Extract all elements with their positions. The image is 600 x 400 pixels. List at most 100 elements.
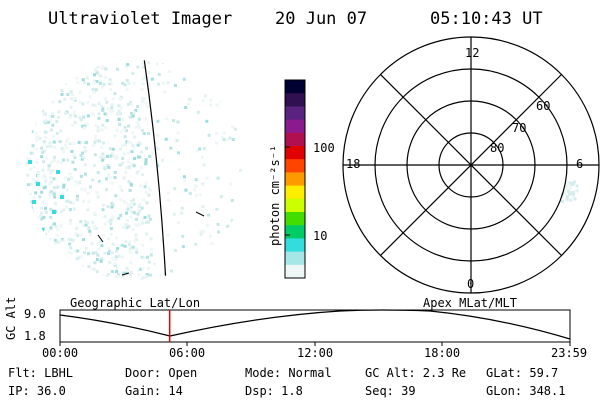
speckle [173,83,177,87]
speckle [121,225,125,229]
speckle [144,101,148,105]
speckle [74,249,78,253]
speckle [41,88,45,92]
speckle [176,131,180,135]
speckle [134,217,138,221]
speckle [58,281,61,284]
speckle [53,186,57,190]
speckle [52,158,56,162]
speckle [45,241,49,245]
polar-speckle [564,183,568,187]
speckle [106,107,110,111]
speckle [236,108,240,112]
speckle [95,67,99,71]
speckle [56,61,60,65]
speckle [114,255,118,259]
speckle [143,117,147,121]
speckle [65,267,69,271]
speckle [30,200,34,204]
speckle [168,69,172,73]
speckle [78,115,82,119]
speckle [41,68,45,72]
speckle [39,206,43,210]
speckle [123,83,127,87]
date-label: 20 Jun 07 [275,9,368,29]
polar-plot [342,36,600,294]
speckle [101,158,105,162]
speckle-bright [32,200,36,204]
timeline-panel [59,309,571,346]
speckle [227,103,231,107]
info-mode: Mode: Normal [245,366,332,380]
speckle [83,149,87,153]
speckle [128,115,132,119]
speckle [215,207,219,211]
speckle [100,279,104,280]
speckle [26,115,30,119]
speckle [194,178,198,182]
speckle [42,120,46,124]
speckle-bright [60,195,64,199]
speckle [113,134,117,138]
speckle [124,201,128,205]
speckle [200,155,204,159]
speckle [29,67,33,71]
speckle [131,228,135,232]
speckle [80,157,84,161]
speckle [105,113,109,117]
speckle [62,256,66,260]
speckle [79,282,82,285]
speckle [113,176,117,180]
speckle [54,241,58,245]
colorbar-tick-10: 10 [313,229,328,243]
polar-speckle [560,199,564,203]
speckle [97,60,101,62]
speckle [80,275,84,279]
speckle [125,79,129,83]
speckle [41,78,45,82]
speckle [53,261,57,265]
speckle [184,105,188,109]
speckle [124,142,128,146]
speckle [225,138,229,142]
speckle [199,232,203,236]
coast-mark [97,234,104,243]
speckle [140,96,144,100]
speckle [184,188,188,192]
speckle [34,147,38,151]
speckle [81,115,85,119]
speckle [97,112,101,116]
polar-speckle [566,182,570,186]
speckle [63,264,67,268]
speckle [54,249,58,253]
speckle [161,81,165,85]
mlt-label-18: 18 [346,157,361,171]
info-filter: Flt: LBHL [8,366,74,380]
speckle [40,83,44,87]
speckle [85,122,89,126]
speckle [55,233,59,237]
speckle [98,180,102,184]
speckle [130,203,134,207]
speckle [138,202,142,206]
lat-label-80: 80 [490,141,505,155]
terminator-line [143,60,167,280]
speckle [194,194,198,198]
speckle [145,220,149,224]
speckle [119,185,123,189]
speckle [103,112,107,116]
speckle [94,135,98,139]
speckle [124,166,128,170]
speckle [95,71,99,75]
speckle [95,80,99,84]
speckle [222,131,226,135]
speckle [165,117,169,121]
speckle [91,178,95,182]
speckle [132,281,135,284]
speckle [126,63,130,67]
speckle [92,63,96,67]
speckle [147,83,151,87]
speckle [122,152,126,156]
speckle [139,267,143,271]
speckle [198,193,202,197]
